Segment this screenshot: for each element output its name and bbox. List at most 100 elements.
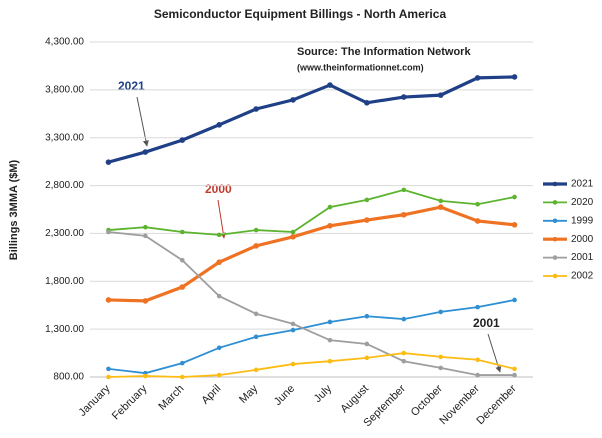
x-tick-label: May: [237, 382, 261, 406]
x-tick-label: August: [338, 383, 371, 416]
data-point: [290, 321, 296, 327]
annotation: 2001: [473, 316, 500, 330]
data-point: [437, 92, 444, 98]
legend-marker: [552, 236, 558, 242]
arrow: [217, 199, 227, 239]
legend-label: 1999: [571, 215, 594, 226]
data-point: [143, 224, 148, 230]
legend-label: 2002: [571, 271, 594, 282]
data-point: [290, 229, 296, 235]
data-point: [364, 313, 370, 319]
data-point: [142, 149, 149, 155]
x-tick-label: June: [272, 383, 297, 408]
data-point: [253, 106, 259, 112]
x-tick-label: February: [110, 382, 150, 422]
legend-marker: [552, 200, 558, 205]
data-point: [290, 327, 296, 333]
data-point: [474, 218, 481, 224]
series-line: [108, 352, 515, 378]
data-point: [511, 222, 518, 228]
data-point: [253, 227, 259, 233]
series-line: [108, 205, 515, 303]
data-point: [438, 354, 444, 360]
x-tick-label: March: [156, 383, 186, 413]
x-tick-label: October: [409, 382, 445, 418]
y-tick-label: 3,300.00: [45, 132, 84, 143]
x-tick-label: December: [474, 382, 519, 427]
data-point: [327, 222, 333, 229]
data-point: [438, 198, 444, 204]
y-tick-label: 4,300.00: [45, 37, 84, 48]
data-point: [253, 243, 259, 249]
legend-label: 2000: [571, 234, 594, 245]
legend-marker: [552, 218, 558, 224]
data-point: [106, 374, 111, 380]
data-point: [327, 82, 333, 88]
data-point: [474, 75, 481, 81]
annotation: 2021: [118, 79, 145, 93]
data-point: [143, 373, 148, 379]
data-point: [437, 204, 444, 210]
y-tick-label: 3,800.00: [45, 84, 84, 95]
data-point: [511, 74, 518, 80]
series-line: [108, 75, 515, 164]
data-point: [475, 357, 480, 363]
data-point: [327, 337, 333, 343]
data-point: [475, 304, 480, 310]
data-point: [401, 316, 407, 322]
x-tick-label: April: [199, 383, 223, 407]
legend-marker: [552, 255, 558, 260]
data-point: [475, 372, 480, 378]
data-point: [142, 298, 149, 304]
data-point: [364, 217, 370, 223]
annotation: 2000: [205, 182, 232, 196]
data-point: [216, 232, 222, 238]
y-tick-label: 1,300.00: [45, 324, 84, 335]
data-point: [364, 197, 370, 203]
x-tick-label: July: [312, 382, 335, 405]
chart-title: Semiconductor Equipment Billings - North…: [154, 7, 447, 21]
data-point: [364, 99, 370, 106]
data-point: [327, 204, 333, 210]
legend-marker: [552, 273, 558, 279]
data-point: [400, 211, 407, 218]
series-line: [108, 231, 515, 376]
legend-marker: [552, 181, 558, 187]
data-point: [438, 365, 444, 371]
y-tick-label: 1,800.00: [45, 276, 84, 287]
data-point: [253, 311, 259, 317]
annotation: Source: The Information Network: [297, 46, 471, 58]
arrow: [136, 96, 149, 147]
data-point: [364, 341, 370, 347]
data-point: [364, 355, 370, 361]
data-point: [179, 257, 185, 263]
data-point: [106, 366, 111, 372]
data-point: [179, 360, 185, 366]
data-point: [438, 309, 444, 315]
data-point: [401, 358, 407, 364]
data-point: [179, 137, 186, 143]
y-tick-label: 2,300.00: [45, 228, 84, 239]
arrow: [487, 333, 502, 373]
data-point: [290, 361, 296, 367]
data-point: [143, 233, 148, 239]
annotation: (www.theinformationnet.com): [297, 62, 424, 72]
data-point: [216, 259, 223, 265]
data-point: [179, 374, 185, 380]
data-point: [179, 284, 186, 290]
data-point: [216, 121, 223, 128]
data-point: [290, 233, 296, 240]
data-point: [106, 229, 111, 235]
y-tick-label: 2,800.00: [45, 180, 84, 191]
legend-label: 2001: [571, 252, 594, 263]
data-point: [290, 97, 296, 103]
series-line: [108, 188, 515, 236]
data-point: [327, 358, 333, 364]
data-point: [216, 293, 222, 299]
y-tick-label: 800.00: [53, 372, 84, 383]
data-point: [512, 194, 517, 200]
data-point: [253, 367, 259, 373]
series-line: [108, 299, 515, 375]
data-point: [400, 94, 407, 100]
